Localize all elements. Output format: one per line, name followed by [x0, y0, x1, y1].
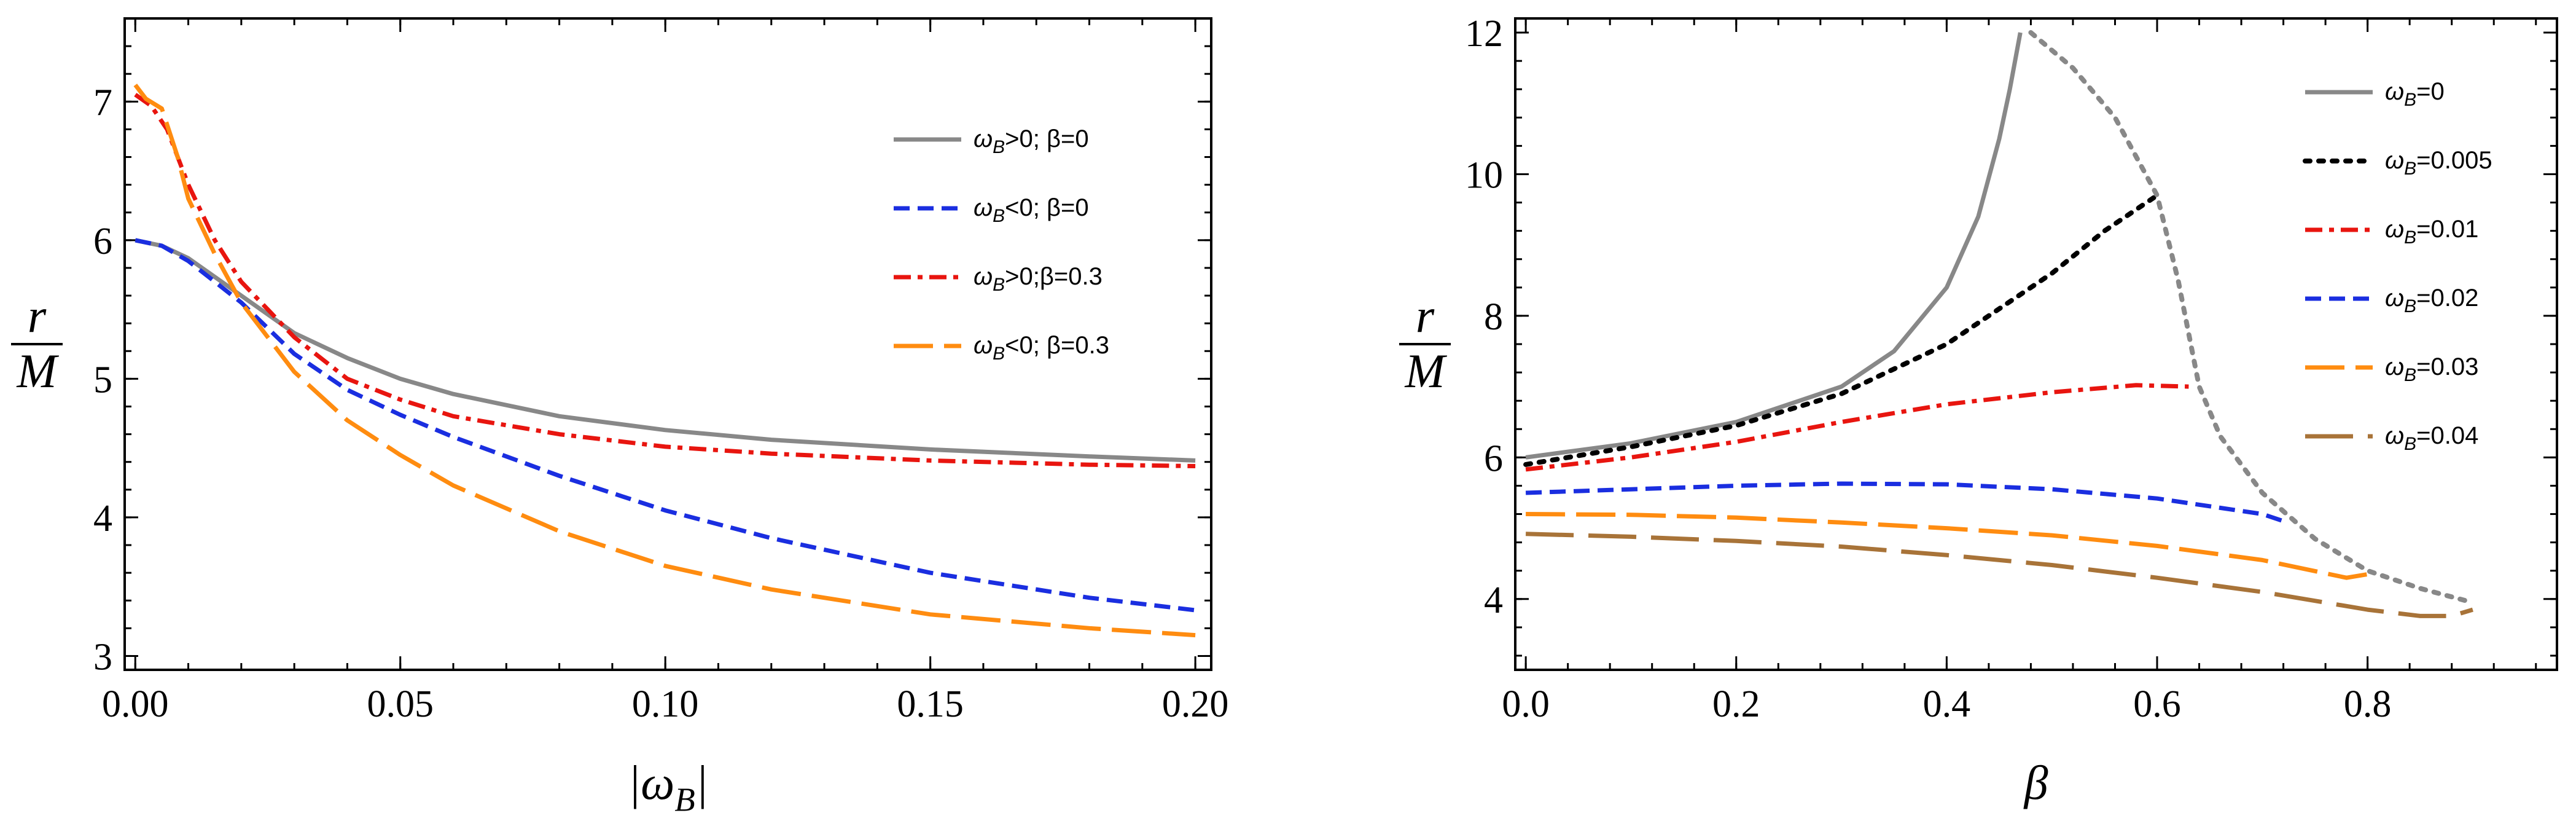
x-axis-label: |ωB|	[628, 756, 708, 819]
y-tick-label: 6	[93, 221, 112, 262]
series-line--B-0-0.3	[133, 84, 1196, 638]
x-tick-label: 0.10	[632, 683, 699, 725]
y-tick-label: 7	[93, 82, 112, 124]
x-tick-label: 0.15	[897, 683, 964, 725]
x-tick-label: 0.2	[1712, 683, 1760, 725]
y-axis-label-numerator: r	[28, 289, 47, 342]
series-line-boundary	[2028, 30, 2475, 605]
series-group	[133, 84, 1196, 638]
x-tick-label: 0.4	[1923, 683, 1971, 725]
y-tick-label: 10	[1465, 154, 1503, 196]
legend-label: ωB=0.03	[2385, 353, 2478, 385]
y-tick-label: 8	[1484, 296, 1503, 338]
legend-label: ωB=0	[2385, 78, 2445, 110]
series-line--B-0.03	[1526, 512, 2368, 580]
y-axis-label-numerator: r	[1416, 289, 1435, 342]
series-line--B-0-0.3	[134, 93, 1196, 468]
legend-label: ωB=0.04	[2385, 422, 2478, 454]
legend-label: ωB=0.01	[2385, 216, 2478, 248]
series-line--B-0	[1525, 32, 2023, 460]
legend-label: ωB>0;β=0.3	[974, 263, 1103, 295]
legend-label: ωB=0.005	[2385, 147, 2492, 179]
series-group	[1523, 30, 2475, 618]
series-line--B-0.01	[1525, 383, 2189, 472]
x-axis-label: β	[2023, 756, 2048, 809]
y-tick-label: 5	[93, 359, 112, 401]
series-line--B-0-0	[135, 238, 1196, 613]
x-tick-label: 0.05	[367, 683, 434, 725]
y-tick-label: 4	[93, 498, 112, 540]
series-line--B-0.02	[1525, 481, 2284, 524]
series-line--B-0-0	[135, 238, 1196, 463]
plot-frame	[1514, 17, 2558, 671]
y-tick-label: 4	[1484, 579, 1503, 621]
y-tick-label: 3	[93, 636, 112, 678]
legend-label: ωB>0; β=0	[974, 125, 1089, 157]
y-axis-label-denominator: M	[17, 344, 60, 398]
plot-frame	[123, 17, 1212, 671]
x-tick-label: 0.0	[1502, 683, 1550, 725]
x-tick-label: 0.8	[2344, 683, 2392, 725]
x-tick-label: 0.6	[2133, 683, 2181, 725]
legend-label: ωB<0; β=0	[974, 194, 1089, 226]
y-axis-label-denominator: M	[1405, 344, 1448, 398]
x-tick-label: 0.00	[102, 683, 169, 725]
y-tick-label: 6	[1484, 438, 1503, 479]
legend-label: ωB<0; β=0.3	[974, 332, 1109, 364]
legend-label: ωB=0.02	[2385, 285, 2478, 316]
y-tick-label: 12	[1465, 13, 1503, 55]
series-line--B-0.005	[1523, 193, 2160, 467]
x-tick-label: 0.20	[1162, 683, 1229, 725]
series-line--B-0.04	[1526, 532, 2473, 618]
